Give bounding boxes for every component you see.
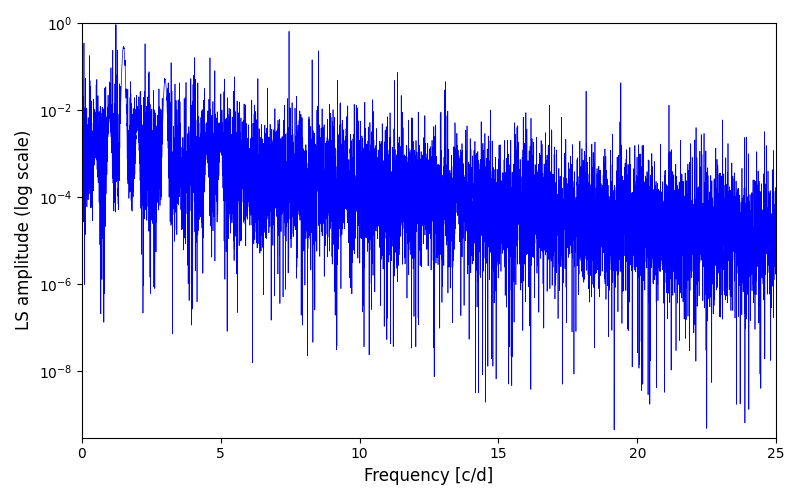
Y-axis label: LS amplitude (log scale): LS amplitude (log scale) — [15, 130, 33, 330]
X-axis label: Frequency [c/d]: Frequency [c/d] — [364, 467, 494, 485]
